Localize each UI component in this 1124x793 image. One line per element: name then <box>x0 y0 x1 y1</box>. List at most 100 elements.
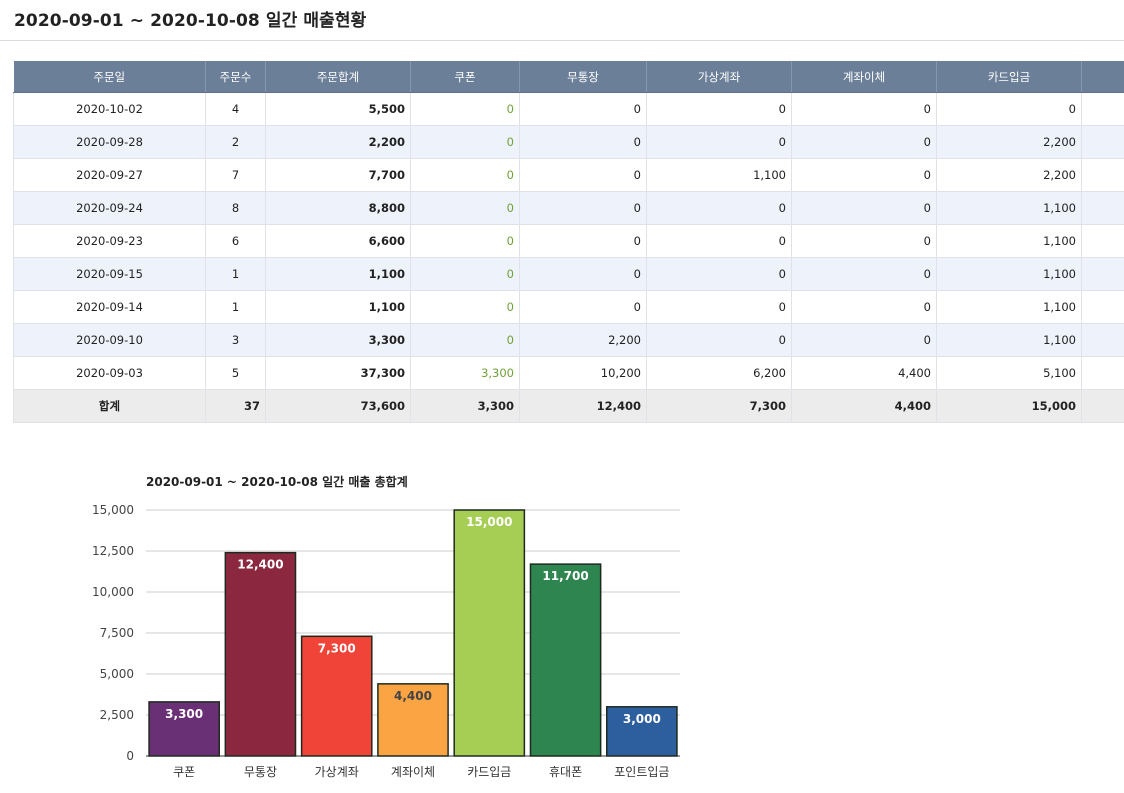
table-cell: 0 <box>646 224 792 258</box>
table-cell: 0 <box>519 158 647 192</box>
table-cell: 7 <box>205 158 266 192</box>
table-cell: 0 <box>646 257 792 291</box>
page-title: 2020-09-01 ~ 2020-10-08 일간 매출현황 <box>14 11 367 31</box>
column-header[interactable]: 계좌이체 <box>791 61 937 93</box>
sales-bar-chart: 2020-09-01 ~ 2020-10-08 일간 매출 총합계 0 2,500 5… <box>92 474 680 779</box>
table-cell: 1,100 <box>265 290 411 324</box>
y-tick-label: 5,000 <box>100 667 134 681</box>
bar <box>148 701 220 757</box>
bar <box>300 635 373 757</box>
data-label: 12,400 <box>237 558 283 572</box>
table-cell: 4,400 <box>791 356 937 390</box>
table-cell: 2,200 <box>519 323 647 357</box>
table-cell: 0 <box>410 290 520 324</box>
bar <box>224 551 297 757</box>
column-header[interactable]: 쿠폰 <box>410 61 520 93</box>
y-tick-label: 0 <box>126 749 134 763</box>
table-cell: 6,600 <box>265 224 411 258</box>
data-label: 11,700 <box>542 569 588 583</box>
table-cell: 0 <box>646 125 792 159</box>
table-cell: 0 <box>791 290 937 324</box>
table-row: 2020-09-10 3 3,300 0 2,200 0 0 1,100 <box>13 323 1124 357</box>
total-cell: 4,400 <box>791 389 937 423</box>
table-total-row: 합계 37 73,600 3,300 12,400 7,300 4,400 15… <box>13 389 1124 423</box>
table-row: 2020-09-14 1 1,100 0 0 0 0 1,100 <box>13 290 1124 324</box>
table-cell: 1,100 <box>936 257 1082 291</box>
table-cell: 0 <box>519 191 647 225</box>
table-cell <box>1081 125 1124 159</box>
table-cell: 7,700 <box>265 158 411 192</box>
table-cell: 5,500 <box>265 92 411 126</box>
table-cell <box>1081 191 1124 225</box>
table-cell: 0 <box>791 224 937 258</box>
y-tick-label: 12,500 <box>92 544 134 558</box>
table-row: 2020-09-15 1 1,100 0 0 0 0 1,100 <box>13 257 1124 291</box>
table-cell: 3 <box>205 323 266 357</box>
sales-table: 주문일 주문수 주문합계 쿠폰 무통장 가상계좌 계좌이체 카드입금 2020-… <box>13 61 1124 423</box>
table-cell: 10,200 <box>519 356 647 390</box>
data-label: 15,000 <box>466 515 512 529</box>
table-cell: 2020-09-28 <box>13 125 206 159</box>
column-header[interactable]: 카드입금 <box>936 61 1082 93</box>
table-cell: 1 <box>205 257 266 291</box>
table-cell <box>1081 224 1124 258</box>
table-cell: 0 <box>791 191 937 225</box>
table-cell: 5,100 <box>936 356 1082 390</box>
column-header[interactable]: 주문일 <box>13 61 206 93</box>
table-cell: 6 <box>205 224 266 258</box>
column-header <box>1081 61 1124 93</box>
table-cell: 0 <box>410 224 520 258</box>
table-cell: 8 <box>205 191 266 225</box>
table-cell: 0 <box>519 92 647 126</box>
table-cell <box>1081 92 1124 126</box>
table-cell: 0 <box>410 92 520 126</box>
x-tick-label: 휴대폰 <box>549 765 582 779</box>
total-cell <box>1081 389 1124 423</box>
x-tick-label: 포인트입금 <box>614 765 669 779</box>
table-row: 2020-09-23 6 6,600 0 0 0 0 1,100 <box>13 224 1124 258</box>
table-cell: 0 <box>791 125 937 159</box>
table-cell: 1,100 <box>646 158 792 192</box>
column-header[interactable]: 주문수 <box>205 61 266 93</box>
data-label: 4,400 <box>394 689 432 703</box>
x-tick-label: 무통장 <box>244 765 277 779</box>
table-cell: 0 <box>936 92 1082 126</box>
table-cell: 0 <box>410 125 520 159</box>
table-cell: 0 <box>519 224 647 258</box>
table-cell: 0 <box>791 323 937 357</box>
total-cell: 12,400 <box>519 389 647 423</box>
total-cell: 37 <box>205 389 266 423</box>
column-header[interactable]: 가상계좌 <box>646 61 792 93</box>
table-cell: 0 <box>791 257 937 291</box>
table-cell <box>1081 158 1124 192</box>
table-cell: 1,100 <box>265 257 411 291</box>
x-tick-label: 쿠폰 <box>173 765 195 779</box>
table-cell: 6,200 <box>646 356 792 390</box>
column-header[interactable]: 주문합계 <box>265 61 411 93</box>
y-tick-label: 15,000 <box>92 503 134 517</box>
table-cell: 2 <box>205 125 266 159</box>
table-cell: 2,200 <box>265 125 411 159</box>
x-tick-label: 계좌이체 <box>391 765 435 779</box>
bar <box>529 563 602 757</box>
table-row: 2020-10-02 4 5,500 0 0 0 0 0 <box>13 92 1124 126</box>
table-cell: 37,300 <box>265 356 411 390</box>
table-cell: 3,300 <box>410 356 520 390</box>
table-cell: 0 <box>410 191 520 225</box>
data-label: 3,000 <box>623 712 661 726</box>
y-tick-label: 10,000 <box>92 585 134 599</box>
table-cell <box>1081 356 1124 390</box>
total-cell: 7,300 <box>646 389 792 423</box>
table-cell: 3,300 <box>265 323 411 357</box>
table-cell: 2,200 <box>936 158 1082 192</box>
bar <box>377 683 449 757</box>
table-cell: 0 <box>646 191 792 225</box>
x-tick-label: 카드입금 <box>467 765 511 779</box>
table-cell: 1,100 <box>936 224 1082 258</box>
table-cell: 0 <box>646 323 792 357</box>
column-header[interactable]: 무통장 <box>519 61 647 93</box>
table-cell: 0 <box>519 257 647 291</box>
table-cell: 0 <box>791 158 937 192</box>
table-row: 2020-09-03 5 37,300 3,300 10,200 6,200 4,400 5,… <box>13 356 1124 390</box>
table-cell: 4 <box>205 92 266 126</box>
